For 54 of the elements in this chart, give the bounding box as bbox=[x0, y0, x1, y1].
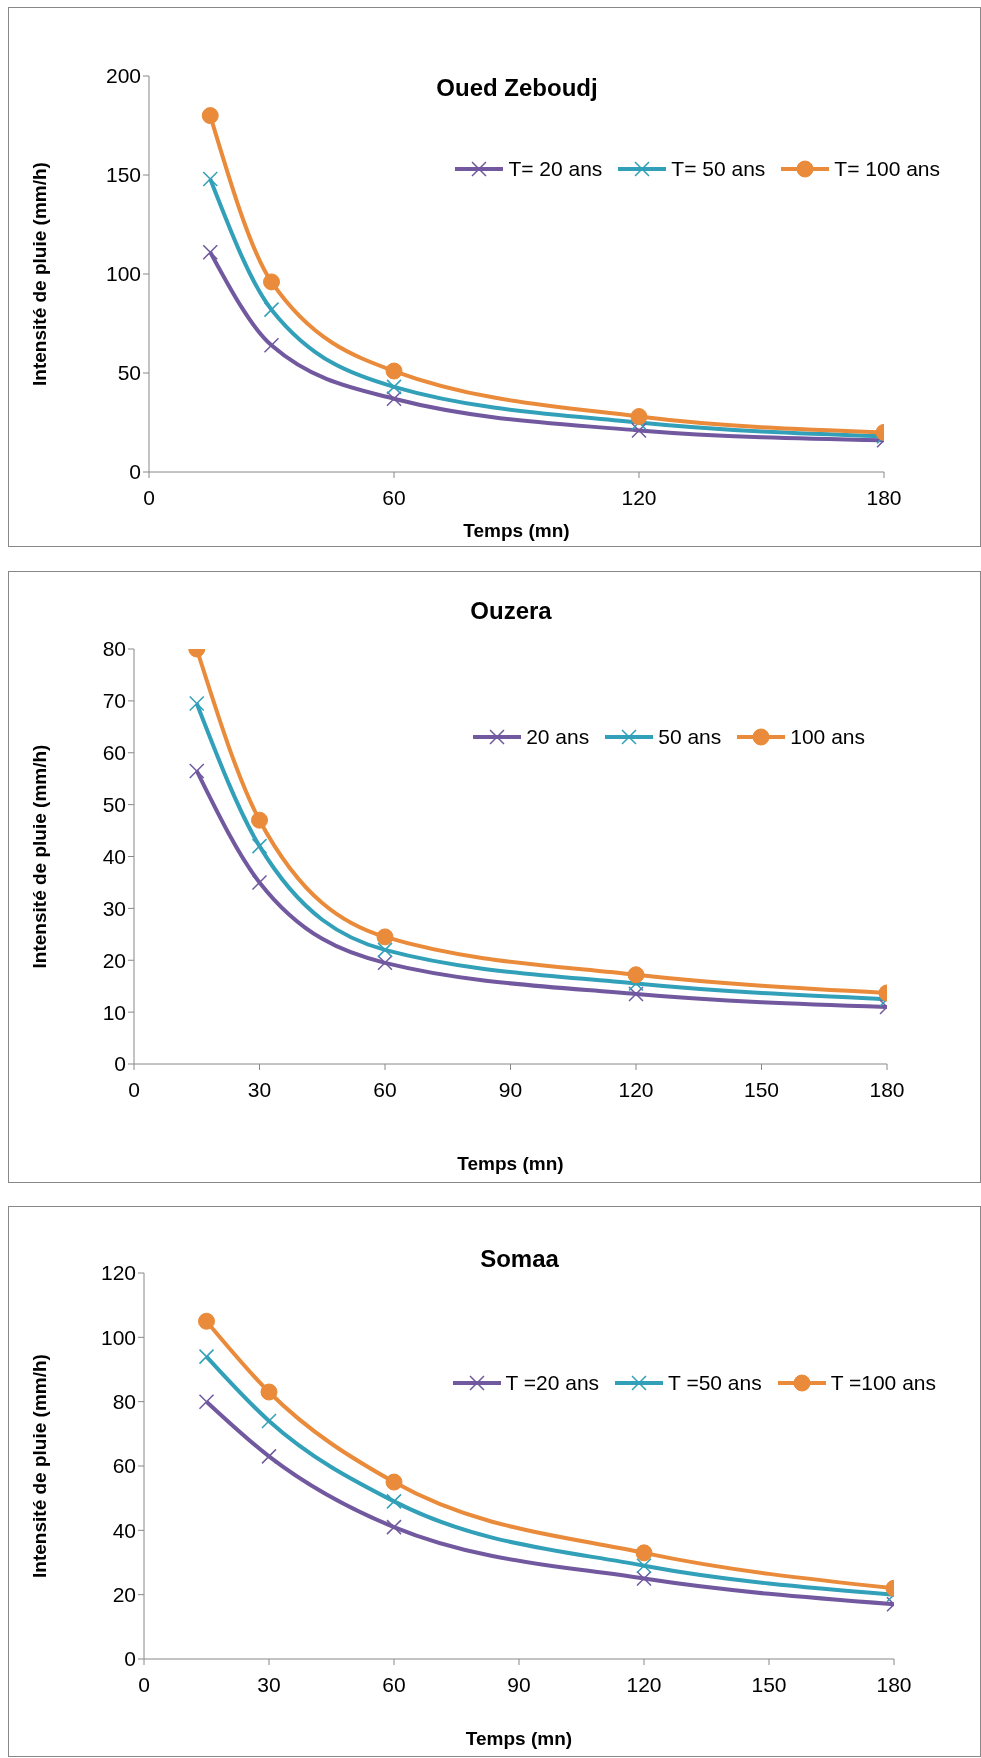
y-tick-label: 20 bbox=[102, 948, 126, 972]
chart-title: Ouzera bbox=[469, 597, 553, 625]
x-tick-label: 120 bbox=[626, 1672, 662, 1696]
x-tick-label: 60 bbox=[382, 485, 406, 509]
legend-label: T= 50 ans bbox=[671, 157, 766, 181]
x-tick-label: 30 bbox=[247, 1077, 272, 1101]
x-tick-label: 180 bbox=[869, 1077, 905, 1101]
y-tick-label: 50 bbox=[117, 361, 141, 385]
legend-label: T =50 ans bbox=[668, 1371, 762, 1395]
y-tick-label: 200 bbox=[105, 64, 141, 88]
y-tick-label: 70 bbox=[102, 689, 126, 713]
legend-label: 100 ans bbox=[790, 725, 865, 749]
y-tick-label: 10 bbox=[102, 1000, 126, 1024]
legend-label: T= 20 ans bbox=[508, 157, 603, 181]
y-tick-label: 80 bbox=[112, 1390, 136, 1414]
y-tick-label: 40 bbox=[112, 1518, 136, 1542]
y-tick-label: 60 bbox=[102, 741, 126, 765]
y-tick-label: 80 bbox=[102, 637, 126, 661]
x-tick-label: 180 bbox=[876, 1672, 912, 1696]
y-tick-label: 150 bbox=[105, 163, 141, 187]
y-tick-label: 60 bbox=[112, 1454, 136, 1478]
x-axis-title: Temps (mn) bbox=[465, 1728, 573, 1749]
x-tick-label: 180 bbox=[866, 485, 902, 509]
x-axis-title: Temps (mn) bbox=[457, 1153, 564, 1174]
x-tick-label: 90 bbox=[498, 1077, 523, 1101]
y-tick-label: 100 bbox=[105, 262, 141, 286]
y-axis-title: Intensité de pluie (mm/h) bbox=[28, 744, 50, 969]
legend-label: T =100 ans bbox=[830, 1371, 936, 1395]
x-tick-label: 120 bbox=[618, 1077, 654, 1101]
y-tick-label: 40 bbox=[102, 844, 126, 868]
y-tick-label: 30 bbox=[102, 896, 126, 920]
y-axis-title: Intensité de pluie (mm/h) bbox=[28, 1354, 50, 1578]
legend-label: T= 100 ans bbox=[834, 157, 940, 181]
x-tick-label: 150 bbox=[751, 1672, 787, 1696]
legend-label: 50 ans bbox=[658, 725, 722, 749]
x-tick-label: 30 bbox=[257, 1672, 281, 1696]
y-tick-label: 0 bbox=[129, 460, 141, 484]
y-tick-label: 0 bbox=[124, 1647, 136, 1671]
y-tick-label: 120 bbox=[100, 1261, 136, 1285]
chart-title: Somaa bbox=[479, 1245, 560, 1273]
y-tick-label: 0 bbox=[114, 1052, 126, 1076]
x-tick-label: 90 bbox=[507, 1672, 531, 1696]
y-tick-label: 50 bbox=[102, 793, 126, 817]
legend-label: T =20 ans bbox=[505, 1371, 600, 1395]
y-tick-label: 100 bbox=[100, 1325, 136, 1349]
x-axis-title: Temps (mn) bbox=[463, 520, 570, 541]
x-tick-label: 60 bbox=[382, 1672, 406, 1696]
y-tick-label: 20 bbox=[112, 1583, 136, 1607]
x-tick-label: 120 bbox=[621, 485, 657, 509]
x-tick-label: 60 bbox=[373, 1077, 397, 1101]
legend-label: 20 ans bbox=[526, 725, 590, 749]
y-axis-title: Intensité de pluie (mm/h) bbox=[28, 162, 50, 386]
chart-title: Oued Zeboudj bbox=[435, 74, 599, 102]
x-tick-label: 150 bbox=[743, 1077, 780, 1101]
